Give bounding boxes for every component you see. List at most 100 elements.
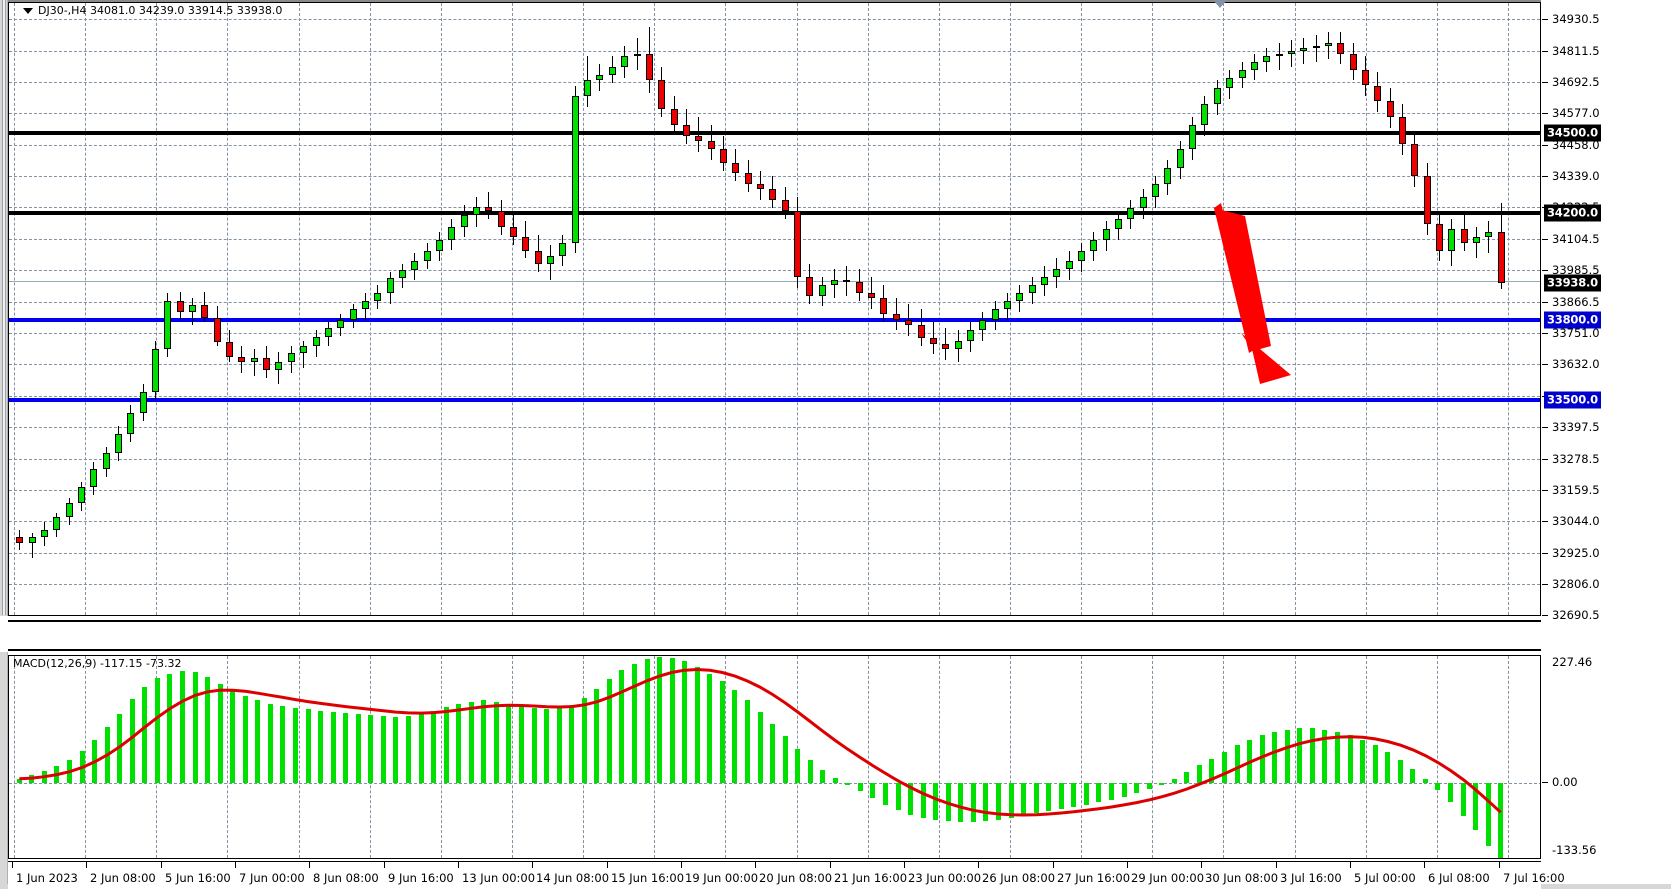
date-tick-mark [607, 862, 608, 868]
tick-dash [1542, 490, 1548, 492]
price-axis-label: 32690.5 [1552, 608, 1600, 622]
macd-histogram-bar [920, 783, 926, 818]
date-axis-label: 29 Jun 00:00 [1131, 871, 1205, 885]
grid-line-v [724, 3, 726, 615]
candle-body [1300, 48, 1307, 51]
price-axis-badge[interactable]: 33800.0 [1544, 311, 1601, 329]
candle-body [1461, 229, 1468, 243]
left-scrollbar-thumb[interactable] [2, 0, 6, 615]
candle-body [794, 210, 801, 278]
candle-body [498, 210, 505, 227]
candle-body [510, 226, 517, 238]
tick-dash [1542, 50, 1548, 52]
grid-line-v [440, 3, 442, 615]
price-axis-badge[interactable]: 34200.0 [1544, 204, 1601, 222]
grid-line-h [9, 238, 1540, 240]
macd-axis-label: 227.46 [1552, 655, 1593, 669]
price-level-line[interactable] [9, 397, 1540, 402]
macd-panel[interactable]: MACD(12,26,9) -117.15 -73.32 [8, 655, 1541, 859]
price-axis-badge[interactable]: 33938.0 [1544, 274, 1601, 292]
macd-axis[interactable]: 227.46 0.00 -133.56 [1542, 655, 1671, 859]
candle-body [16, 536, 23, 544]
grid-line-v [511, 656, 513, 858]
price-axis-badge[interactable]: 34500.0 [1544, 124, 1601, 142]
date-axis[interactable]: 1 Jun 2023 2 Jun 08:00 5 Jun 16:00 7 Jun 00… [8, 861, 1565, 889]
candle-body [572, 96, 579, 243]
price-axis-tick: 33159.5 [1542, 483, 1600, 497]
grid-line-v [938, 3, 940, 615]
candle-body [695, 136, 702, 142]
grid-line-v [84, 3, 86, 615]
price-axis[interactable]: 34930.5 34811.5 34692.5 34577.0 34458.0 34339… [1542, 2, 1671, 622]
macd-histogram-bar [1222, 751, 1228, 784]
price-axis-badge[interactable]: 33500.0 [1544, 391, 1601, 409]
price-axis-tick: 34339.0 [1542, 169, 1600, 183]
candle-body [1041, 277, 1048, 286]
macd-histogram-bar [1234, 745, 1240, 784]
macd-histogram-bar [795, 748, 801, 784]
date-tick-mark [1499, 862, 1500, 868]
candle-body [214, 318, 221, 343]
price-axis-label: 34930.5 [1552, 11, 1600, 26]
macd-histogram-bar [66, 759, 72, 784]
macd-histogram-bar [1485, 783, 1491, 846]
macd-histogram-bar [1498, 783, 1504, 858]
candle-body [78, 487, 85, 504]
macd-histogram-bar [845, 783, 851, 785]
macd-histogram-bar [1309, 728, 1315, 784]
scroll-position-marker-icon[interactable] [1213, 0, 1227, 8]
macd-zero-line [9, 783, 1540, 785]
macd-histogram-bar [644, 659, 650, 784]
candle-body [288, 352, 295, 363]
price-axis-label: 34104.5 [1552, 231, 1600, 246]
grid-line-v [440, 656, 442, 858]
price-level-line[interactable] [9, 211, 1540, 216]
date-axis-label: 27 Jun 16:00 [1057, 871, 1131, 885]
price-axis-label: 33632.0 [1552, 357, 1600, 372]
grid-line-v [298, 656, 300, 858]
candle-wick [1328, 32, 1329, 59]
macd-histogram-bar [255, 700, 261, 784]
price-chart-panel[interactable]: DJ30-,H4 34081.0 34239.0 33914.5 33938.0 [8, 2, 1541, 616]
candle-body [103, 452, 110, 469]
grid-line-h [9, 615, 1540, 616]
price-level-line[interactable] [9, 317, 1540, 322]
candle-body [1485, 231, 1492, 238]
price-level-line[interactable] [9, 280, 1540, 282]
grid-line-h [9, 395, 1540, 397]
candle-body [238, 356, 245, 363]
date-tick-mark [12, 862, 13, 868]
left-scrollbar[interactable] [0, 0, 8, 889]
macd-histogram-bar [1448, 783, 1453, 803]
panel-separator-bottom [8, 649, 1541, 651]
date-axis-label: 7 Jun 00:00 [239, 871, 305, 885]
candle-body [1066, 261, 1073, 270]
triangle-down-icon[interactable] [23, 7, 33, 14]
macd-histogram-bar [682, 661, 688, 784]
macd-histogram-bar [92, 739, 98, 784]
macd-histogram-bar [1435, 783, 1441, 790]
macd-histogram-bar [443, 707, 449, 784]
macd-histogram-bar [1347, 735, 1353, 784]
macd-histogram-bar [1058, 783, 1064, 809]
grid-line-v [1507, 3, 1509, 615]
macd-histogram-bar [669, 657, 675, 784]
tick-dash [1542, 364, 1548, 366]
macd-histogram-bar [1046, 783, 1052, 812]
macd-histogram-bar [493, 701, 499, 784]
date-tick-mark [1201, 862, 1202, 868]
candle-body [955, 341, 962, 349]
macd-histogram-bar [556, 708, 562, 784]
grid-line-h [9, 176, 1540, 178]
macd-histogram-bar [481, 700, 487, 784]
date-tick-mark [1127, 862, 1128, 868]
price-axis-tick: 34104.5 [1542, 232, 1600, 246]
tick-dash [1542, 112, 1548, 114]
price-level-line[interactable] [9, 131, 1540, 136]
right-margin [1655, 0, 1671, 889]
candle-body [1362, 69, 1369, 86]
candle-body [621, 56, 628, 67]
candle-body [152, 348, 159, 392]
macd-histogram-bar [1083, 783, 1089, 805]
macd-histogram-bar [1247, 739, 1253, 784]
